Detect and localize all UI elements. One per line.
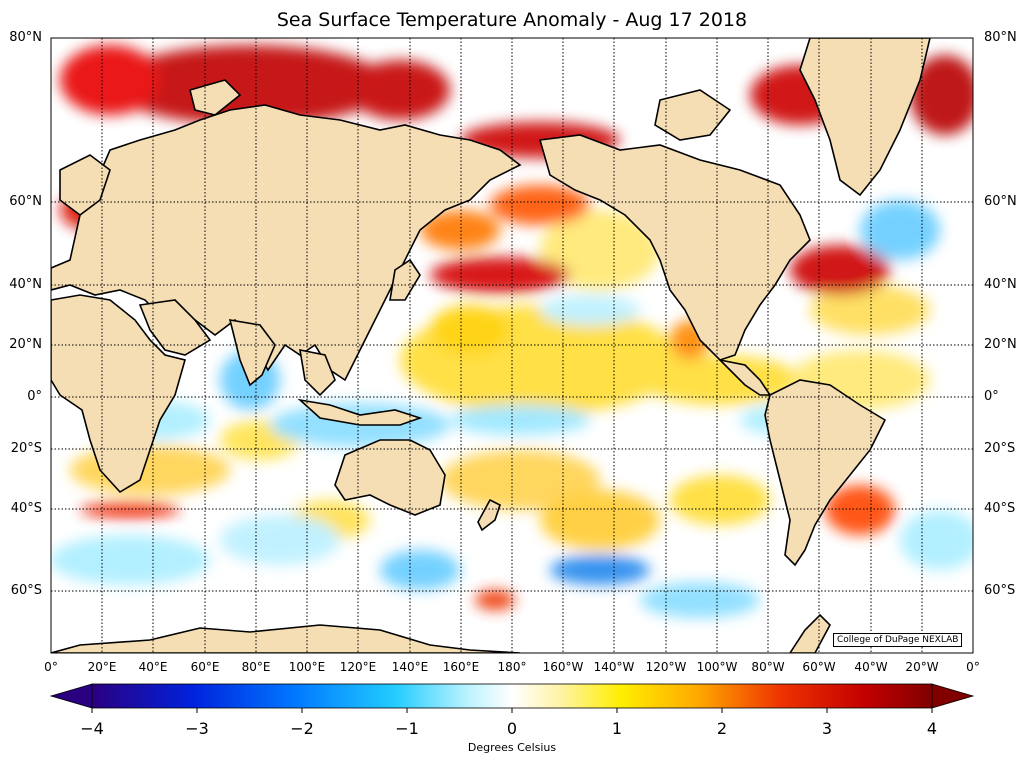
india-land [228,319,276,387]
arctic-islands-land [654,89,732,141]
lat-label-right: 40°N [984,277,1017,292]
map-frame [50,37,974,654]
colorbar [49,683,975,713]
lon-label: 20°W [905,660,939,674]
north-america-land [538,134,811,361]
greenland-land [799,38,931,197]
colorbar-max-extend [931,683,975,709]
lon-label: 60°W [802,660,836,674]
lon-label: 20°E [87,660,117,674]
lon-label: 100°E [288,660,326,674]
africa-land [51,294,186,494]
lat-label-right: 60°N [984,194,1017,209]
lat-label-right: 40°S [984,501,1016,516]
lat-label-right: 0° [984,389,999,404]
map-title: Sea Surface Temperature Anomaly - Aug 17… [276,9,748,31]
indonesia-land [297,398,423,426]
land-masses [51,38,931,653]
lon-label: 160°E [442,660,480,674]
colorbar-tick-label: 4 [926,719,938,738]
colorbar-tick-label: −3 [185,719,209,738]
lat-label-right: 60°S [984,583,1016,598]
lat-label-left: 80°N [9,30,42,45]
lat-label-left: 40°N [9,277,42,292]
credit-label: College of DuPage NEXLAB [833,633,963,647]
colorbar-tick-label: 3 [821,719,833,738]
lon-label: 140°W [593,660,635,674]
australia-land [334,439,446,516]
europe-land [59,154,111,216]
colorbar-tick-label: −4 [80,719,104,738]
antarctica-land [51,624,521,653]
lat-label-right: 20°S [984,441,1016,456]
newzealand-land [477,498,501,532]
lon-label: 0° [44,660,58,674]
lat-label-right: 20°N [984,337,1017,352]
lat-label-right: 80°N [984,30,1017,45]
antarctica-land-2 [789,613,831,653]
lon-label: 0° [966,660,980,674]
lon-label: 60°E [190,660,220,674]
lon-label: 140°E [391,660,429,674]
lon-label: 120°W [645,660,687,674]
colorbar-tick-label: 0 [506,719,518,738]
lon-label: 180° [497,660,527,674]
japan-land [389,258,421,301]
lon-label: 160°W [542,660,584,674]
lon-label: 80°E [241,660,271,674]
lat-label-left: 0° [27,389,42,404]
lon-label: 40°W [854,660,888,674]
lat-label-left: 20°N [9,337,42,352]
graticule [51,37,973,653]
lat-label-left: 60°N [9,194,42,209]
colorbar-body [91,683,933,709]
lon-label: 40°E [138,660,168,674]
lon-label: 80°W [751,660,785,674]
southeast-asia-land [299,348,336,397]
lon-label: 100°W [696,660,738,674]
colorbar-tick-label: −1 [395,719,419,738]
arctic-islands-land-2 [189,79,242,116]
lat-label-left: 40°S [10,501,42,516]
colorbar-tick-label: −2 [290,719,314,738]
colorbar-tick-label: 2 [716,719,728,738]
lat-label-left: 20°S [10,441,42,456]
south-america-land [764,379,887,567]
lon-label: 120°E [339,660,377,674]
lat-label-left: 60°S [10,583,42,598]
colorbar-min-extend [49,683,93,709]
colorbar-tick-label: 1 [611,719,623,738]
colorbar-label: Degrees Celsius [467,741,557,754]
